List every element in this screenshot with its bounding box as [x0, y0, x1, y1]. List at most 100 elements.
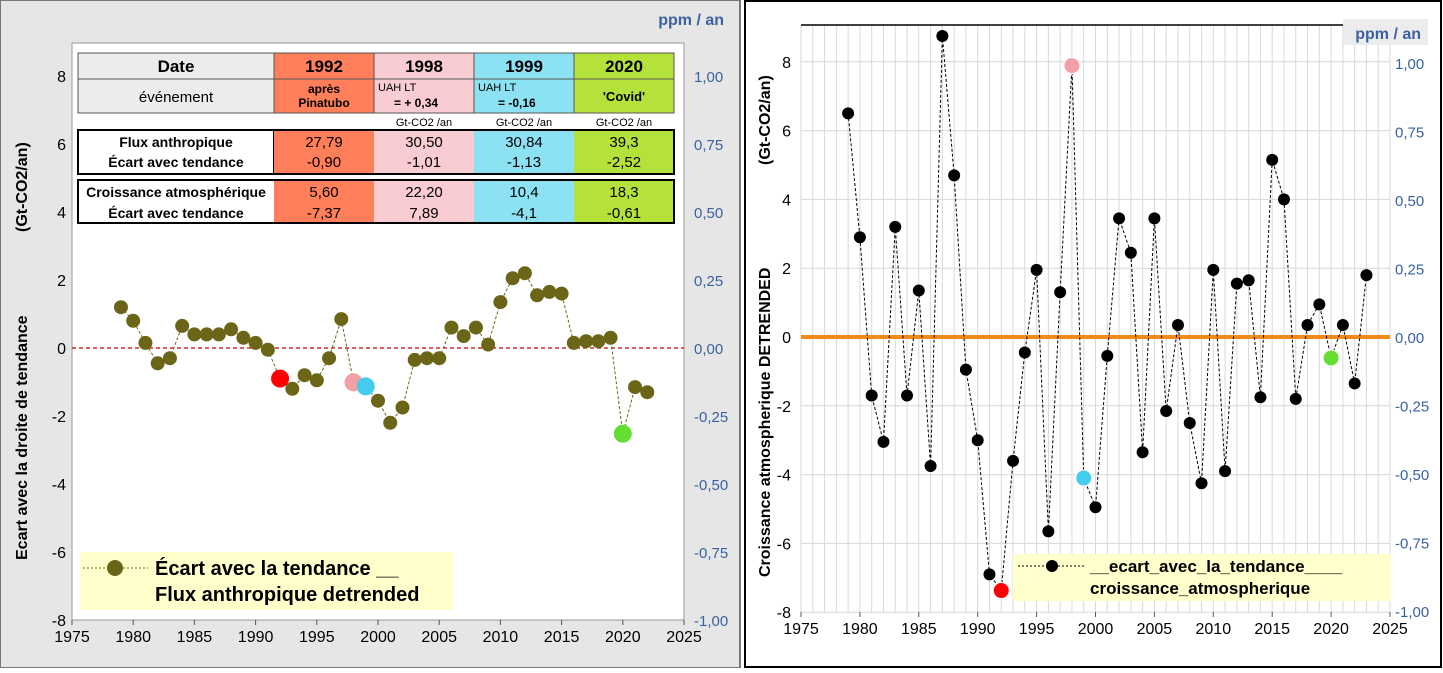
- right-legend: __ecart_avec_la_tendance____ croissance_…: [1013, 554, 1391, 601]
- data-point: [936, 30, 949, 42]
- highlight-point-1999: [356, 377, 375, 396]
- data-point: [456, 329, 471, 344]
- data-point: [322, 351, 337, 366]
- left-axes: 1975 1980 1985 1990 1995 2000 2005 2010 2015 2020…: [52, 69, 728, 646]
- series-line: [847, 35, 1367, 592]
- data-point: [371, 393, 385, 408]
- y2-tick-label: -0,75: [694, 545, 728, 562]
- highlight-point-1999: [1075, 469, 1093, 487]
- data-point: [1101, 349, 1114, 362]
- x-tick-label: 2025: [1372, 621, 1408, 638]
- left-data-marks: [72, 266, 684, 443]
- crois-ecart-1999: -4,1: [511, 205, 537, 222]
- event-1999-line1: UAH LT: [478, 82, 517, 94]
- data-point: [260, 342, 275, 357]
- highlight-point-2020: [1322, 349, 1340, 367]
- event-1998-line1: UAH LT: [378, 82, 417, 94]
- flux-1992: 27,79: [305, 134, 343, 151]
- x-tick-label: 2020: [1313, 621, 1349, 638]
- data-point: [971, 434, 984, 447]
- event-1992-line: Pinatubo: [298, 96, 349, 110]
- data-point: [1113, 212, 1126, 225]
- data-point: [1230, 277, 1243, 290]
- flux-ecart-2020: -2,52: [607, 154, 641, 171]
- table-header-1992: 1992: [305, 57, 343, 76]
- x-tick-label: 2015: [544, 629, 580, 646]
- data-point: [505, 271, 520, 286]
- data-point: [959, 363, 972, 376]
- y-tick-label: -2: [777, 399, 791, 416]
- data-point: [126, 313, 141, 328]
- x-tick-label: 1990: [238, 629, 274, 646]
- unit-1998: Gt-CO2 /an: [396, 117, 452, 129]
- y-tick-label: -4: [52, 477, 66, 494]
- right-chart-panel: 1975 1980 1985 1990 1995 2000 2005 2010 2015 2020…: [744, 0, 1442, 668]
- data-point: [628, 380, 643, 395]
- x-tick-label: 2010: [483, 629, 519, 646]
- y-tick-label: 2: [57, 273, 66, 290]
- data-point: [407, 352, 422, 367]
- right-grid: [800, 24, 1391, 613]
- flux-1999: 30,84: [505, 134, 543, 151]
- data-point: [901, 389, 914, 402]
- y2-tick-label: 0,25: [694, 273, 723, 290]
- event-2020: 'Covid': [603, 89, 645, 104]
- data-point: [383, 415, 398, 430]
- y2-tick-label: 0,50: [694, 205, 723, 222]
- data-point: [912, 284, 925, 297]
- y2-tick-label: 1,00: [694, 69, 723, 86]
- data-point: [175, 318, 190, 333]
- x-tick-label: 1975: [54, 629, 90, 646]
- data-point: [530, 288, 545, 303]
- flux-1998: 30,50: [405, 134, 443, 151]
- y2-tick-label: 0,75: [1395, 125, 1424, 142]
- x-tick-label: 2005: [1137, 621, 1173, 638]
- data-point: [542, 284, 557, 299]
- data-point: [1195, 477, 1208, 490]
- y-tick-label: 6: [57, 137, 66, 154]
- y2-tick-label: -0,50: [694, 477, 728, 494]
- data-point: [468, 320, 483, 335]
- croissance-ecart-label: Écart avec tendance: [108, 205, 244, 221]
- y-tick-label: 8: [782, 55, 791, 72]
- data-point: [285, 381, 300, 396]
- y2-tick-label: 0,25: [1395, 262, 1424, 279]
- right-axes: 1975 1980 1985 1990 1995 2000 2005 2010 2015 2020…: [777, 55, 1429, 638]
- crois-1992: 5,60: [309, 184, 338, 201]
- data-point: [444, 320, 459, 335]
- x-tick-label: 2000: [1078, 621, 1114, 638]
- flux-ecart-1992: -0,90: [307, 154, 341, 171]
- data-point: [419, 351, 434, 366]
- data-point: [1336, 318, 1349, 331]
- y-tick-label: 4: [57, 205, 66, 222]
- data-point: [297, 368, 312, 383]
- data-point: [603, 330, 618, 345]
- event-1992-line: après: [308, 82, 340, 96]
- y2-tick-label: 0,00: [694, 341, 723, 358]
- flux-ecart-label: Écart avec tendance: [108, 154, 244, 170]
- table-header-date: Date: [158, 57, 195, 76]
- data-point: [1042, 525, 1055, 538]
- x-tick-label: 1985: [901, 621, 937, 638]
- croissance-label: Croissance atmosphérique: [86, 184, 266, 200]
- y2-tick-label: -1,00: [1395, 604, 1429, 621]
- highlight-point-2020: [613, 424, 632, 443]
- event-1992: après Pinatubo: [298, 82, 349, 110]
- data-point: [187, 327, 202, 342]
- highlight-point-1992: [992, 582, 1010, 600]
- data-point: [1171, 318, 1184, 331]
- data-point: [1266, 153, 1279, 166]
- data-point: [199, 327, 214, 342]
- data-point: [1183, 417, 1196, 429]
- flux-ecart-1998: -1,01: [407, 154, 441, 171]
- y-tick-label: -8: [52, 613, 66, 630]
- data-point: [1007, 454, 1020, 467]
- left-legend-line1: Écart avec la tendance __: [155, 557, 399, 580]
- left-legend: Écart avec la tendance __ Flux anthropiq…: [80, 552, 453, 610]
- flux-label: Flux anthropique: [119, 134, 233, 150]
- left-chart-panel: 1975 1980 1985 1990 1995 2000 2005 2010 2015 2020…: [0, 0, 741, 669]
- data-point: [983, 568, 996, 581]
- x-tick-label: 1985: [177, 629, 213, 646]
- left-y-unit: (Gt-CO2/an): [14, 142, 31, 232]
